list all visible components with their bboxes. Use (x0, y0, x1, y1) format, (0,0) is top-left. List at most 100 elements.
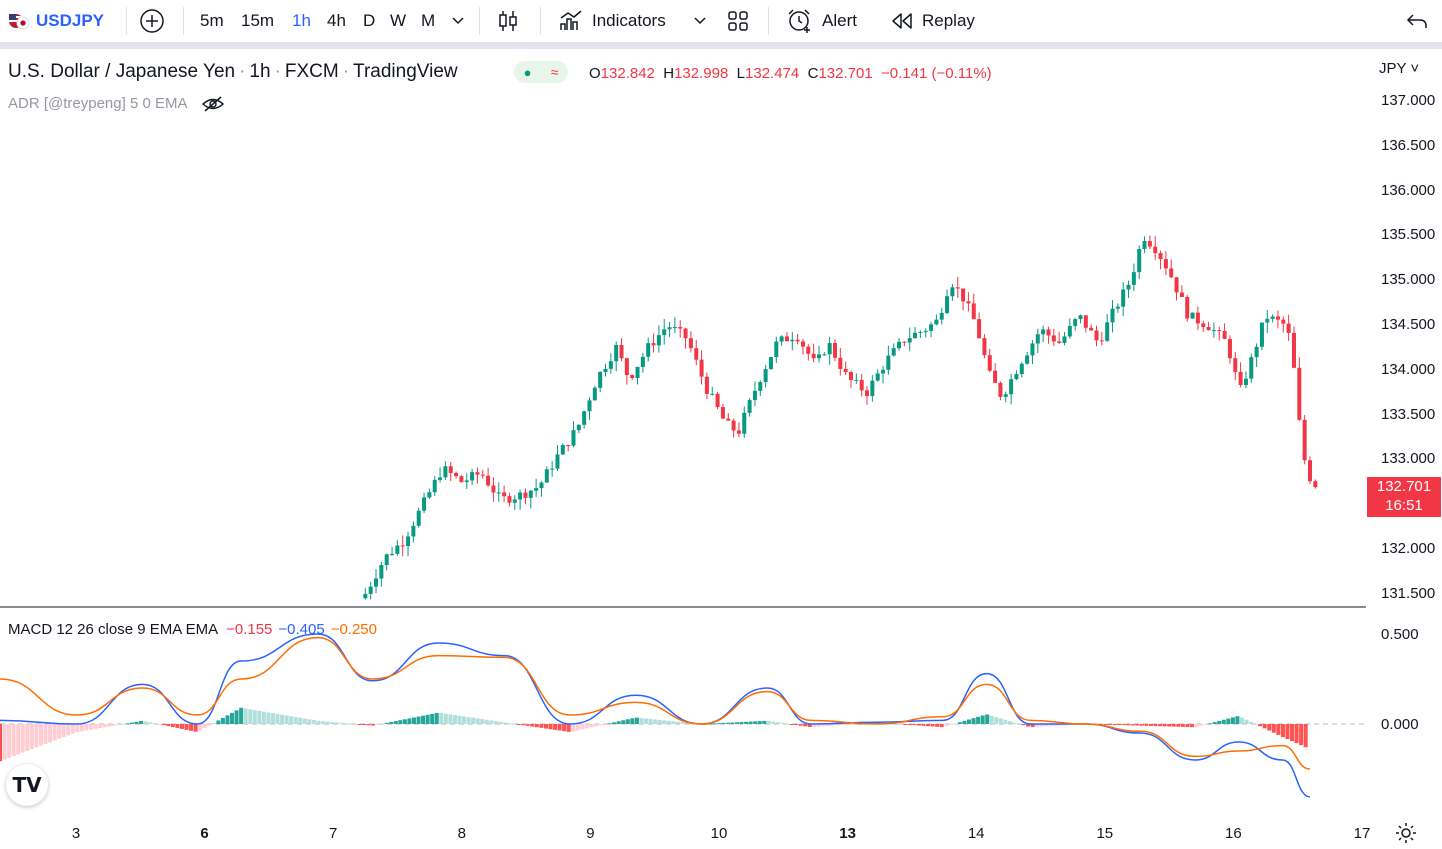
time-axis-label: 6 (200, 825, 209, 842)
candle-body (656, 335, 661, 346)
candle-body (838, 357, 843, 369)
candle-body (1009, 379, 1014, 395)
macd-histogram-bar (976, 716, 981, 724)
macd-histogram-bar (853, 723, 858, 725)
macd-histogram-bar (675, 721, 680, 724)
candle-body (736, 430, 741, 434)
plus-circle-icon (140, 9, 164, 33)
macd-histogram-bar (48, 724, 53, 743)
candles-icon (499, 11, 517, 31)
settings-button[interactable] (1395, 822, 1417, 849)
candle-body (1158, 253, 1163, 260)
macd-axis-label-zero: 0.000 (1381, 716, 1419, 733)
market-open-dot-icon: ● (523, 64, 532, 80)
candle-body (1014, 374, 1019, 380)
replay-button[interactable]: Replay (890, 0, 975, 42)
adr-indicator-legend[interactable]: ADR [@treypeng] 5 0 EMA (8, 95, 225, 113)
candle-body (1126, 284, 1131, 290)
macd-histogram-bar (1112, 724, 1117, 725)
macd-histogram-bar (430, 713, 435, 724)
macd-histogram-bar (762, 720, 767, 724)
timeframe-1h[interactable]: 1h (292, 11, 311, 30)
macd-histogram-bar (612, 722, 617, 724)
macd-histogram-bar (489, 720, 494, 724)
candle-body (1222, 330, 1227, 339)
macd-histogram-bar (120, 724, 125, 725)
macd-histogram-bar (298, 717, 303, 724)
candle-body (438, 477, 443, 480)
timeframe-15m[interactable]: 15m (241, 11, 275, 30)
symbol-search-button[interactable]: USDJPY (8, 0, 104, 42)
candle-body (1067, 325, 1072, 337)
candle-body (608, 361, 613, 369)
candle-body (411, 525, 416, 537)
macd-histogram-bar (971, 718, 976, 724)
macd-histogram-bar (1267, 724, 1272, 731)
macd-histogram-bar (462, 716, 467, 724)
macd-histogram-bar (725, 722, 730, 724)
candle-body (902, 341, 907, 343)
macd-histogram-bar (1144, 724, 1149, 726)
candle-body (571, 430, 576, 446)
macd-histogram-bar (530, 724, 535, 727)
alert-button[interactable]: Alert (786, 0, 857, 42)
macd-histogram-bar (1035, 724, 1040, 727)
market-status-pill[interactable]: ● ≈ (514, 61, 568, 83)
compare-symbol-button[interactable] (138, 0, 166, 42)
timeframe-dropdown[interactable] (451, 0, 465, 42)
macd-histogram-bar (589, 724, 594, 728)
indicators-dropdown[interactable] (693, 0, 707, 42)
macd-histogram-bar (257, 710, 262, 724)
timeframe-5m[interactable]: 5m (200, 11, 224, 30)
candle-body (390, 553, 395, 555)
macd-histogram-bar (230, 712, 235, 724)
candle-body (806, 346, 811, 354)
macd-histogram-bar (980, 715, 985, 724)
tradingview-logo[interactable]: TV (6, 764, 48, 806)
undo-button[interactable] (1405, 0, 1429, 42)
macd-histogram-bar (52, 724, 57, 741)
chart-type-button[interactable] (495, 0, 521, 42)
macd-histogram-bar (521, 724, 526, 726)
candle-body (1270, 316, 1275, 319)
macd-histogram-bar (1294, 724, 1299, 744)
exchange-label: FXCM (284, 61, 339, 82)
candle-body (427, 492, 432, 498)
candle-body (448, 466, 453, 473)
rewind-icon (892, 13, 912, 29)
candle-body (790, 339, 795, 342)
macd-legend[interactable]: MACD 12 26 close 9 EMA EMA −0.155 −0.405 −0… (8, 621, 377, 638)
timeframe-w[interactable]: W (390, 11, 407, 30)
candle-body (470, 472, 475, 481)
macd-histogram-bar (389, 721, 394, 724)
macd-histogram-bar (1249, 721, 1254, 724)
indicators-button[interactable]: Indicators (558, 0, 666, 42)
macd-histogram-bar (807, 724, 812, 728)
gear-icon (1396, 823, 1416, 843)
candle-body (1163, 259, 1168, 269)
macd-line-value: −0.405 (278, 621, 325, 638)
timeframe-m[interactable]: M (421, 11, 436, 30)
candle-body (454, 472, 459, 477)
candle-body (528, 490, 533, 498)
layouts-button[interactable] (726, 0, 750, 42)
macd-histogram-bar (921, 724, 926, 726)
macd-histogram-bar (375, 724, 380, 725)
macd-histogram-bar (148, 722, 153, 724)
symbol-legend[interactable]: U.S. Dollar / Japanese Yen · 1h · FXCM · Tradi… (8, 61, 458, 82)
macd-histogram-bar (648, 718, 653, 724)
candle-body (464, 480, 469, 483)
timeframe-4h[interactable]: 4h (327, 11, 346, 30)
macd-histogram-bar (721, 722, 726, 724)
candle-body (1121, 289, 1126, 307)
currency-selector[interactable]: JPY ˅ (1379, 60, 1420, 77)
timeframe-d[interactable]: D (363, 11, 376, 30)
macd-histogram-bar (1012, 722, 1017, 724)
candle-body (816, 354, 821, 359)
macd-histogram-bar (757, 721, 762, 724)
macd-histogram-bar (293, 717, 298, 724)
macd-histogram-bar (935, 724, 940, 727)
macd-histogram-bar (161, 724, 166, 726)
macd-histogram-bar (1021, 724, 1026, 726)
